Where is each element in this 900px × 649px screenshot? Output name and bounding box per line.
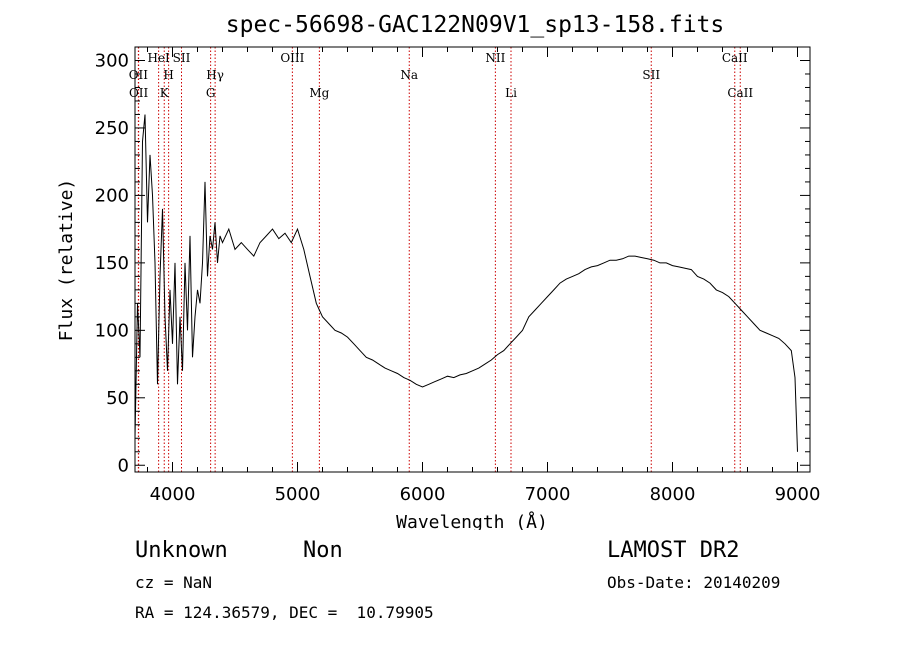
survey-name: LAMOST DR2 (607, 538, 740, 563)
spectral-line-label: G (206, 86, 216, 100)
y-tick-label: 50 (106, 388, 129, 409)
obs-date-text: Obs-Date: 20140209 (607, 573, 781, 592)
x-tick-label: 4000 (150, 484, 196, 505)
x-tick-label: 7000 (525, 484, 571, 505)
spectral-line-label: CaII (727, 86, 753, 100)
plot-frame (134, 46, 811, 473)
spectral-line-label: HeI (147, 51, 170, 65)
chart-title: spec-56698-GAC122N09V1_sp13-158.fits (226, 12, 725, 38)
spectral-line-label: Hγ (206, 68, 224, 82)
spectral-line-label: NII (485, 51, 505, 65)
spectral-line-label: OIII (280, 51, 304, 65)
spectral-line-label: H (163, 68, 173, 82)
spectral-line-label: OII (129, 86, 149, 100)
y-tick-label: 150 (95, 253, 129, 274)
y-axis-label: Flux (relative) (56, 179, 77, 342)
spectral-line-label: K (160, 86, 170, 100)
x-axis-label: Wavelength (Å) (396, 511, 548, 530)
y-tick-label: 250 (95, 118, 129, 139)
y-tick-label: 300 (95, 50, 129, 71)
y-tick-label: 100 (95, 320, 129, 341)
x-tick-label: 8000 (650, 484, 696, 505)
spectral-line-label: Na (400, 68, 418, 82)
coordinates-text: RA = 124.36579, DEC = 10.79905 (135, 603, 434, 622)
spectral-line-label: CaII (722, 51, 748, 65)
x-tick-label: 6000 (400, 484, 446, 505)
spectral-line-label: SII (642, 68, 660, 82)
x-tick-label: 5000 (275, 484, 321, 505)
redshift-text: cz = NaN (135, 573, 213, 592)
class-name: Unknown (135, 538, 228, 563)
spectral-line-labels: OII OII HeI HK SII Hγ G OIII Mg Na NII Li SII CaII CaI… (129, 51, 754, 100)
y-tick-label: 0 (118, 455, 129, 476)
spectral-line-markers (137, 47, 741, 472)
x-tick-label: 9000 (775, 484, 821, 505)
spectrum-chart: spec-56698-GAC122N09V1_sp13-158.fits OII… (56, 12, 821, 530)
y-tick-label: 200 (95, 185, 129, 206)
spectral-line-label: OII (129, 68, 149, 82)
spectral-line-label: Li (505, 86, 517, 100)
spectral-line-label: SII (173, 51, 191, 65)
subclass: Non (303, 538, 343, 563)
spectral-line-label: Mg (309, 86, 329, 100)
y-axis-ticks: 0 50 100 150 200 250 300 (95, 50, 810, 476)
x-axis-ticks: 4000 5000 6000 7000 8000 9000 (147, 47, 821, 505)
spectrum-series-line (134, 114, 798, 452)
